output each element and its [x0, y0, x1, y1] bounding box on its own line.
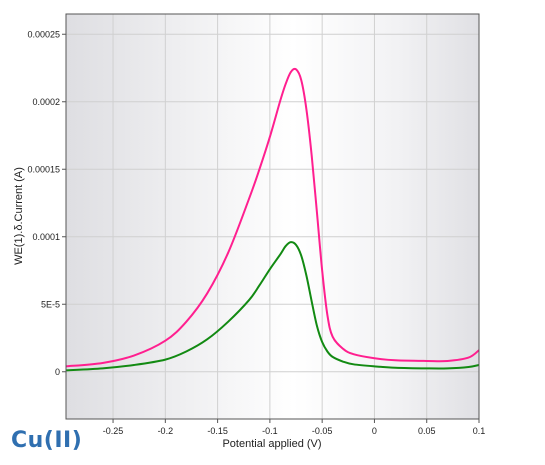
x-tick-label: 0.1	[473, 426, 486, 436]
x-tick-label: -0.05	[312, 426, 333, 436]
plot-frame	[65, 13, 480, 420]
y-tick-label: 0.00025	[27, 29, 60, 39]
series-2-line	[66, 241, 479, 372]
axis-ticks: -0.25 -0.2 -0.15 -0.1 -0.05 0 0.05 0.1 0 5E-5 0.00…	[27, 29, 485, 436]
x-axis-title: Potential applied (V)	[222, 438, 321, 450]
x-tick-label: -0.2	[158, 426, 174, 436]
x-tick-label: 0.05	[418, 426, 436, 436]
y-tick-label: 0.0001	[32, 232, 60, 242]
y-tick-label: 0.00015	[27, 164, 60, 174]
x-tick-label: 0	[372, 426, 377, 436]
y-tick-label: 0	[55, 367, 60, 377]
series-layer	[66, 67, 479, 372]
x-tick-label: -0.1	[262, 426, 278, 436]
x-tick-label: -0.15	[207, 426, 228, 436]
y-axis-title: WE(1).δ.Current (A)	[13, 167, 25, 265]
x-tick-label: -0.25	[103, 426, 124, 436]
caption-label: Cu(II)	[11, 428, 83, 453]
y-tick-label: 0.0002	[32, 97, 60, 107]
plot-area	[66, 14, 479, 419]
series-1-line	[66, 67, 479, 368]
y-tick-label: 5E-5	[41, 299, 60, 309]
